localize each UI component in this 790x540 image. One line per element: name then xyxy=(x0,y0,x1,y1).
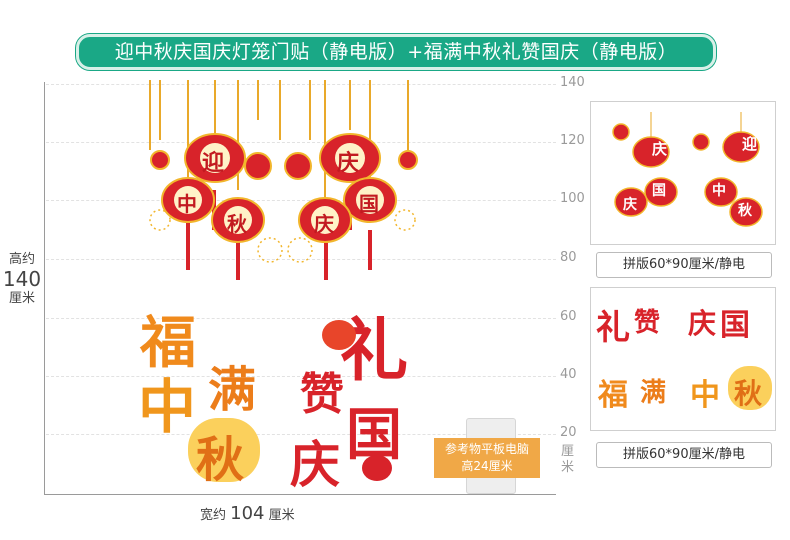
ruler-tick: 140 xyxy=(560,75,585,90)
mooncake xyxy=(188,418,260,482)
lantern-char: 庆 xyxy=(314,212,334,236)
lantern-char: 迎 xyxy=(202,150,225,176)
grid-line xyxy=(46,434,556,435)
panel-2-char: 礼 xyxy=(596,308,630,348)
panel-1-char: 秋 xyxy=(738,203,752,219)
ruler-tick: 20 xyxy=(560,425,577,440)
reference-line2: 高24厘米 xyxy=(461,459,513,473)
grid-line xyxy=(46,318,556,319)
panel-2-char: 国 xyxy=(720,308,750,343)
panel-1-char: 中 xyxy=(712,183,726,199)
lantern-char: 中 xyxy=(177,192,197,216)
width-prefix: 宽约 xyxy=(200,508,227,523)
ruler-tick: 60 xyxy=(560,309,577,324)
ruler-tick: 40 xyxy=(560,367,577,382)
ruler-unit: 厘米 xyxy=(561,444,575,475)
panel-1-art xyxy=(612,112,763,227)
lantern-char: 秋 xyxy=(227,212,247,236)
layout-panel-1 xyxy=(590,101,776,245)
panel-2-caption: 拼版60*90厘米/静电 xyxy=(596,442,772,468)
grid-line xyxy=(46,259,556,260)
lantern-char: 庆 xyxy=(337,150,360,176)
width-unit: 厘米 xyxy=(268,508,295,523)
height-unit: 厘米 xyxy=(8,291,35,306)
height-label: 高约 140 厘米 xyxy=(2,252,42,306)
flower-decoration xyxy=(362,455,392,481)
greeting-char: 中 xyxy=(138,373,197,441)
grid-line xyxy=(46,84,556,85)
panel-1-caption: 拼版60*90厘米/静电 xyxy=(596,252,772,278)
height-axis xyxy=(44,82,45,494)
greeting-char: 赞 xyxy=(300,369,344,420)
panel-1-char: 迎 xyxy=(742,135,758,153)
greeting-char: 满 xyxy=(208,362,257,418)
ruler-tick: 100 xyxy=(560,191,585,206)
panel-1-char: 国 xyxy=(652,183,666,199)
panel-2-char: 中 xyxy=(690,378,720,413)
mooncake xyxy=(728,366,772,410)
grid-line xyxy=(46,142,556,143)
page-title: 迎中秋庆国庆灯笼门贴（静电版）+福满中秋礼赞国庆（静电版） xyxy=(76,34,716,70)
grid-line xyxy=(46,376,556,377)
ruler-tick: 80 xyxy=(560,250,577,265)
greeting-char: 福 xyxy=(140,310,196,376)
greeting-char: 庆 xyxy=(290,435,340,494)
height-prefix: 高约 xyxy=(8,252,35,267)
panel-2-char: 满 xyxy=(640,378,667,408)
panel-2-char: 福 xyxy=(598,378,628,413)
reference-label: 参考物平板电脑 高24厘米 xyxy=(434,438,540,478)
width-label: 宽约 104 厘米 xyxy=(200,503,295,524)
lantern-decoration xyxy=(322,320,356,350)
reference-line1: 参考物平板电脑 xyxy=(444,442,529,456)
greeting-char: 秋 xyxy=(196,432,245,488)
ruler-tick: 120 xyxy=(560,133,585,148)
panel-2-char: 赞 xyxy=(634,308,661,338)
panel-1-char: 庆 xyxy=(652,140,668,158)
height-value: 140 xyxy=(2,267,42,291)
lantern-illustration xyxy=(149,80,418,280)
width-axis xyxy=(44,494,556,495)
grid-line xyxy=(46,200,556,201)
width-value: 104 xyxy=(230,503,265,524)
panel-2-char: 庆 xyxy=(688,307,717,340)
panel-2-char: 秋 xyxy=(734,377,763,410)
lantern-char: 国 xyxy=(359,192,379,216)
panel-1-char: 庆 xyxy=(623,197,637,213)
